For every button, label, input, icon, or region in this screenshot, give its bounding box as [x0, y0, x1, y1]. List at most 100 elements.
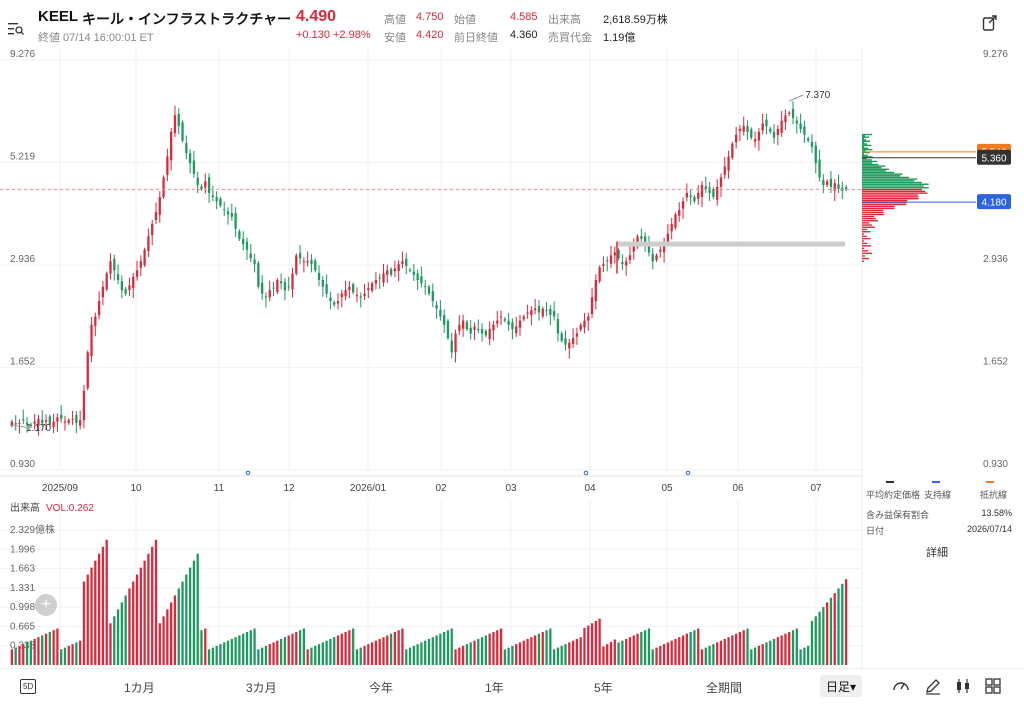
- candle-body: [249, 253, 252, 259]
- period-1y-button[interactable]: 1年: [485, 681, 504, 695]
- candle-body: [496, 320, 499, 324]
- candle-body: [276, 280, 279, 292]
- volume-profile-bar: [862, 196, 919, 198]
- candle-body: [200, 186, 203, 189]
- candle-body: [71, 418, 74, 420]
- level-tag: [977, 149, 1011, 165]
- volume-bar: [708, 645, 711, 665]
- candle-body: [147, 236, 150, 251]
- add-indicator-button[interactable]: +: [35, 594, 57, 616]
- volume-bar: [625, 638, 628, 665]
- candle-body: [499, 316, 503, 318]
- candle-body: [261, 282, 264, 294]
- volume-profile-bar: [862, 175, 901, 177]
- candle-body: [439, 309, 442, 317]
- x-tick-label: 2025/09: [42, 483, 79, 494]
- volume-profile-bar: [862, 181, 922, 184]
- volume-bar: [333, 637, 336, 665]
- volume-profile-bar: [862, 242, 868, 245]
- volume-bar: [446, 630, 450, 665]
- share-icon[interactable]: [982, 14, 998, 32]
- period-5y-button[interactable]: 5年: [594, 681, 613, 695]
- level-legend-panel: 平均約定価格 支持線 抵抗線 含み益保有割合 13.58% 日付 2026/07…: [862, 476, 1024, 566]
- volume-bar: [336, 635, 340, 665]
- volume-bar: [226, 640, 230, 665]
- volume-bar: [480, 637, 484, 665]
- volume-profile-bar: [862, 166, 882, 169]
- open-value: 4.585: [510, 11, 538, 23]
- candle-body: [507, 320, 510, 325]
- candle-body: [666, 233, 670, 242]
- candle-body: [223, 209, 226, 211]
- candle-body: [204, 181, 207, 188]
- volume-profile-bar: [862, 222, 870, 224]
- draw-pen-icon[interactable]: [924, 677, 942, 695]
- volume-bar: [575, 638, 579, 665]
- volume-bar: [10, 649, 14, 665]
- candle-body: [750, 129, 753, 138]
- x-tick-label: 11: [214, 483, 225, 494]
- period-all-button[interactable]: 全期間: [706, 681, 743, 695]
- period-1m-button[interactable]: 1カ月: [124, 681, 155, 695]
- candle-body: [454, 333, 457, 353]
- volume-bar: [261, 647, 264, 665]
- volume-profile-bar: [862, 224, 872, 226]
- candle-body: [287, 286, 290, 288]
- volume-bar: [716, 642, 719, 665]
- candle-body: [192, 160, 196, 174]
- candle-body: [219, 198, 222, 206]
- volume-value: 2,618.59万株: [603, 14, 668, 26]
- volume-bar: [666, 642, 670, 665]
- volume-bar: [230, 638, 233, 665]
- candle-body: [560, 333, 563, 341]
- ticker-symbol: KEEL: [38, 8, 79, 25]
- candle-body: [378, 277, 381, 279]
- candle-body: [697, 192, 700, 199]
- candle-body: [63, 421, 67, 423]
- event-marker: [583, 470, 589, 476]
- period-3m-button[interactable]: 3カ月: [246, 681, 277, 695]
- volume-bar: [177, 588, 180, 665]
- candle-body: [234, 212, 237, 229]
- candle-body: [41, 419, 44, 424]
- candlestick-icon[interactable]: [954, 677, 972, 695]
- volume-bar: [765, 642, 768, 665]
- candle-body: [22, 419, 25, 421]
- candle-body: [113, 258, 116, 271]
- candle-body: [575, 333, 579, 337]
- volume-bar: [742, 630, 745, 665]
- volume-profile-bar: [862, 140, 871, 142]
- speedometer-icon[interactable]: [892, 677, 910, 695]
- candle-body: [503, 319, 506, 321]
- volume-bar: [803, 647, 806, 665]
- candle-body: [79, 420, 82, 426]
- volume-bar: [534, 635, 537, 665]
- volume-bar: [389, 633, 393, 665]
- period-5d-button[interactable]: 5D: [20, 679, 37, 694]
- volume-profile-bar: [862, 215, 875, 218]
- candle-body: [120, 281, 123, 291]
- level-tag-label: 4.180: [981, 198, 1006, 209]
- candle-body: [662, 241, 666, 253]
- volume-bar: [670, 640, 673, 665]
- volume-bar: [545, 630, 548, 665]
- detail-link[interactable]: 詳細: [926, 547, 948, 559]
- candle-body: [325, 284, 328, 294]
- volume-bar: [636, 633, 639, 665]
- candle-body: [56, 417, 59, 422]
- price-chart[interactable]: 2025/09 10 11 12 2026/01 02 03 04 05 06 07 9.276 9.2…: [0, 48, 1024, 668]
- grid-layout-icon[interactable]: [984, 677, 1002, 695]
- low-value: 4.420: [416, 29, 444, 41]
- candle-body: [211, 195, 215, 198]
- candle-body: [685, 192, 688, 198]
- period-ytd-button[interactable]: 今年: [369, 681, 394, 695]
- candle-body: [625, 261, 628, 266]
- candle-body: [253, 259, 256, 265]
- interval-dropdown[interactable]: 日足▾: [820, 675, 863, 697]
- volume-bar: [249, 630, 252, 665]
- candle-body: [568, 342, 571, 349]
- volume-bar: [761, 644, 764, 665]
- menu-search-icon[interactable]: [8, 22, 24, 36]
- candle-body: [526, 312, 529, 314]
- volume-tick-label: 0.998: [10, 602, 35, 613]
